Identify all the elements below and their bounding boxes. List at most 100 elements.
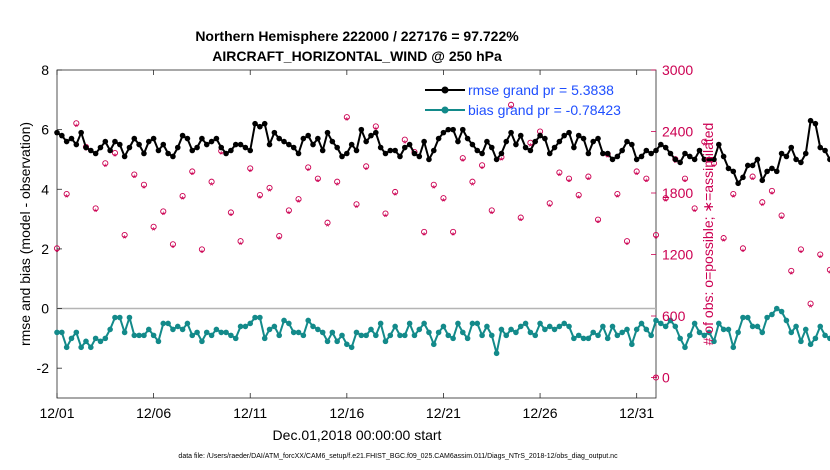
rmse-point (783, 153, 790, 160)
obs-possible-point (111, 149, 119, 157)
bias-point (807, 341, 814, 348)
rmse-point (237, 141, 244, 148)
obs-possible-point (179, 193, 186, 200)
rmse-point (199, 135, 205, 142)
bias-point (97, 338, 104, 345)
bias-point (715, 320, 722, 327)
legend-rmse-label: rmse grand pr = 5.3838 (468, 82, 614, 98)
rmse-point (701, 156, 708, 163)
bias-point (513, 329, 519, 336)
bias-point (619, 329, 625, 336)
rmse-point (165, 150, 171, 157)
obs-assimilated-point: * (654, 374, 658, 385)
obs-possible-point (92, 205, 99, 212)
legend: rmse grand pr = 5.3838 bias grand pr = -… (425, 82, 621, 118)
bias-point (604, 335, 611, 342)
obs-assimilated-point: * (161, 211, 165, 222)
rmse-point (542, 135, 548, 142)
rmse-point (155, 147, 162, 154)
obs-possible-point (198, 246, 205, 253)
rmse-point (228, 147, 234, 154)
bias-point (88, 344, 94, 351)
y-tick-label-left: 4 (41, 181, 49, 197)
obs-possible-point (295, 196, 302, 203)
rmse-point (136, 141, 142, 148)
bias-point (740, 314, 746, 321)
obs-assimilated-point: * (490, 210, 494, 221)
rmse-point (266, 141, 273, 148)
obs-possible-point (517, 214, 524, 221)
obs-possible-point (208, 178, 215, 185)
bias-point (711, 338, 717, 345)
bias-point (677, 335, 683, 342)
rmse-point (276, 135, 283, 142)
rmse-point (121, 153, 128, 160)
y-tick-label-left: 0 (41, 301, 49, 317)
obs-assimilated-point: * (287, 210, 291, 221)
bias-series (54, 305, 830, 357)
obs-possible-point (73, 120, 80, 127)
rmse-point (706, 156, 712, 163)
obs-possible-point (372, 123, 379, 130)
rmse-point (778, 150, 785, 157)
obs-possible-point (382, 210, 389, 217)
obs-possible-point (565, 175, 573, 182)
rmse-point (218, 144, 225, 151)
rmse-point (600, 150, 606, 157)
bias-point (373, 332, 379, 339)
obs-assimilated-point: * (722, 237, 726, 248)
obs-possible-point (739, 245, 747, 252)
bias-point (474, 320, 481, 327)
bias-point (595, 332, 601, 339)
obs-assimilated-point: * (248, 167, 252, 178)
rmse-point (580, 135, 587, 142)
bias-point (585, 335, 592, 342)
obs-assimilated-point: * (181, 195, 185, 206)
rmse-series (54, 117, 830, 187)
obs-possible-point (546, 200, 553, 207)
rmse-point (305, 132, 311, 139)
bias-point (295, 329, 302, 336)
obs-possible-point (807, 300, 814, 307)
chart-title-line2: AIRCRAFT_HORIZONTAL_WIND @ 250 hPa (212, 48, 502, 64)
rmse-point (402, 144, 408, 151)
rmse-point (387, 147, 394, 154)
bias-point (440, 323, 447, 330)
bias-point (687, 332, 693, 339)
obs-possible-point (401, 136, 408, 143)
bias-point (68, 335, 75, 342)
rmse-point (416, 153, 423, 160)
bias-point (629, 341, 635, 348)
bias-point (609, 323, 616, 330)
rmse-point (493, 156, 500, 163)
x-tick-label: 12/21 (426, 405, 461, 421)
obs-assimilated-point: * (625, 240, 629, 251)
obs-possible-point (556, 169, 563, 176)
bias-point (566, 323, 572, 330)
rmse-point (63, 138, 70, 145)
obs-possible-point (256, 191, 263, 199)
obs-assimilated-point: * (528, 142, 532, 153)
obs-possible-point (421, 228, 428, 235)
rmse-point (479, 150, 485, 157)
obs-assimilated-point: * (451, 231, 455, 242)
obs-possible-point (633, 168, 640, 175)
rmse-point (59, 132, 65, 139)
bias-point (334, 338, 340, 345)
bias-point (257, 314, 263, 321)
obs-assimilated-point: * (615, 193, 619, 204)
bias-point (324, 338, 331, 345)
bias-point (691, 320, 698, 327)
obs-possible-point (575, 191, 582, 199)
obs-assimilated-point: * (132, 174, 136, 185)
bias-point (387, 332, 394, 339)
obs-assimilated-point: * (509, 104, 513, 115)
obs-possible-point (469, 178, 476, 185)
obs-possible-point (247, 165, 254, 172)
bias-point (83, 338, 89, 345)
bias-point (667, 317, 674, 324)
obs-assimilated-point: * (654, 234, 658, 245)
bias-point (174, 323, 181, 330)
bias-point (682, 344, 688, 351)
rmse-point (88, 147, 94, 154)
